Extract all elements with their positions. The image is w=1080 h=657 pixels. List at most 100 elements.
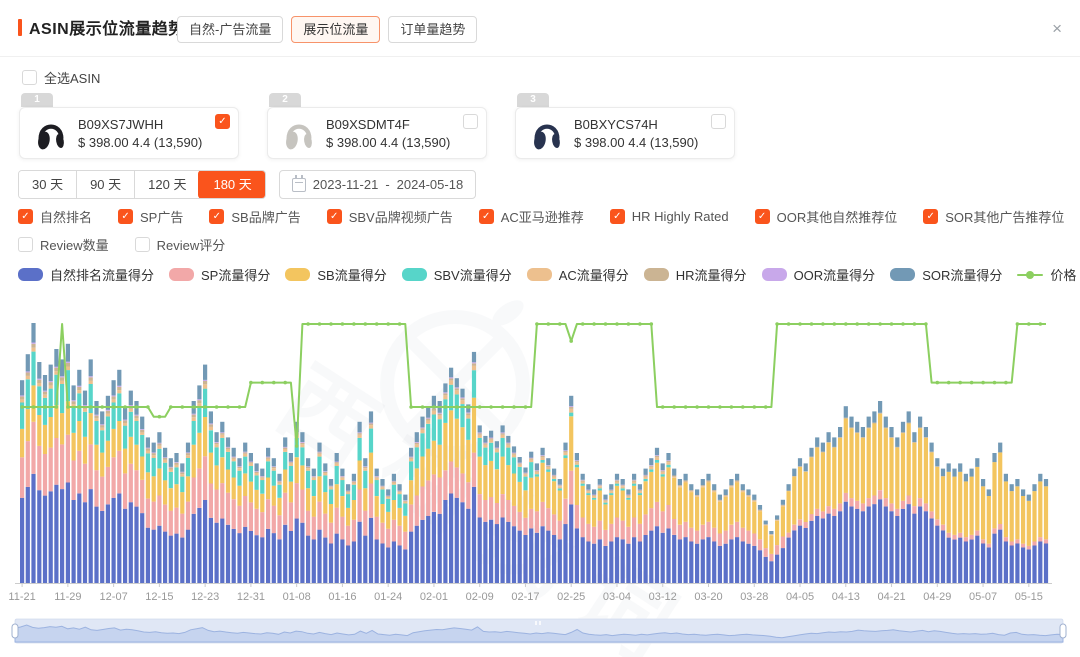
series-filter-checkboxes: 自然排名 SP广告 SB品牌广告 SBV品牌视频广告 AC亚马逊推荐 HR Highly … — [18, 207, 1068, 263]
tab-展示位流量[interactable]: 展示位流量 — [291, 16, 381, 43]
checkbox-icon[interactable] — [18, 237, 33, 252]
series-color-swatch — [643, 268, 669, 281]
tab-自然-广告流量[interactable]: 自然-广告流量 — [177, 16, 284, 43]
stacked-bar-chart: 11-21 11-29 12-07 12-15 12-23 12-31 01-08 01-16… — [8, 300, 1052, 603]
svg-text:03-28: 03-28 — [740, 591, 768, 603]
asin-checkbox[interactable] — [463, 114, 478, 129]
asin-price-rating: $ 398.00 4.4 (13,590) — [78, 134, 203, 150]
svg-text:04-29: 04-29 — [923, 591, 951, 603]
series-color-swatch — [890, 268, 916, 281]
brush-handle-right[interactable] — [1059, 623, 1067, 639]
svg-text:11-29: 11-29 — [54, 591, 81, 603]
svg-text:12-07: 12-07 — [100, 591, 128, 603]
legend-item-HR流量得分[interactable]: HR流量得分 — [643, 265, 747, 284]
tab-订单量趋势[interactable]: 订单量趋势 — [388, 16, 478, 43]
legend-label: OOR流量得分 — [793, 268, 876, 283]
svg-text:03-12: 03-12 — [649, 591, 677, 603]
svg-text:12-23: 12-23 — [191, 591, 219, 603]
filter-checkbox-AC亚马逊推荐[interactable]: AC亚马逊推荐 — [478, 207, 584, 226]
brush-handle-left[interactable] — [11, 623, 19, 639]
filter-checkbox-自然排名[interactable]: 自然排名 — [18, 207, 92, 226]
series-color-swatch — [761, 268, 787, 281]
asin-card-slot: 2 B09XSDMT4F $ 398.00 4.4 (13,590) — [267, 93, 487, 159]
filter-checkbox-Review评分[interactable]: Review评分 — [134, 235, 225, 254]
filter-checkbox-Review数量[interactable]: Review数量 — [18, 235, 109, 254]
select-all-asin[interactable]: 全选ASIN — [22, 68, 100, 87]
asin-card-2[interactable]: B09XSDMT4F $ 398.00 4.4 (13,590) — [267, 107, 487, 159]
filter-label: HR Highly Rated — [631, 209, 729, 224]
legend-item-自然排名流量得分[interactable]: 自然排名流量得分 — [18, 265, 154, 284]
checkbox-icon[interactable] — [209, 209, 225, 224]
legend-label: 价格 — [1050, 268, 1077, 283]
svg-text:02-09: 02-09 — [466, 591, 494, 603]
price-line-swatch — [1017, 268, 1044, 281]
traffic-trend-chart: 11-21 11-29 12-07 12-15 12-23 12-31 01-08 01-16… — [0, 295, 1080, 611]
asin-checkbox[interactable] — [215, 114, 230, 129]
filter-label: SBV品牌视频广告 — [348, 210, 453, 225]
headphones-image — [286, 124, 312, 150]
checkbox-icon[interactable] — [134, 237, 150, 252]
filter-checkbox-SB品牌广告[interactable]: SB品牌广告 — [209, 207, 301, 226]
legend-item-AC流量得分[interactable]: AC流量得分 — [526, 265, 629, 284]
svg-text:01-24: 01-24 — [374, 591, 402, 603]
asin-card-slot: 3 B0BXYCS74H $ 398.00 4.4 (13,590) — [515, 93, 735, 159]
checkbox-icon[interactable] — [478, 209, 494, 224]
svg-text:11-21: 11-21 — [8, 591, 35, 603]
svg-text:03-20: 03-20 — [694, 591, 722, 603]
chart-legend: 自然排名流量得分 SP流量得分 SB流量得分 SBV流量得分 AC流量得分 HR流量得分 O… — [18, 265, 1076, 284]
checkbox-icon[interactable] — [326, 209, 342, 224]
legend-item-SB流量得分[interactable]: SB流量得分 — [285, 265, 387, 284]
calendar-icon — [291, 175, 306, 192]
filter-label: 自然排名 — [40, 210, 93, 225]
range-button-120天[interactable]: 120 天 — [134, 171, 200, 198]
svg-text:05-15: 05-15 — [1015, 591, 1043, 603]
checkbox-icon[interactable] — [18, 209, 33, 224]
asin-checkbox[interactable] — [711, 114, 726, 129]
legend-item-SP流量得分[interactable]: SP流量得分 — [169, 265, 270, 284]
svg-text:04-05: 04-05 — [786, 591, 814, 603]
asin-price-rating: $ 398.00 4.4 (13,590) — [326, 134, 451, 150]
legend-label: HR流量得分 — [675, 268, 747, 283]
checkbox-icon[interactable] — [609, 209, 625, 224]
headphones-image — [38, 124, 64, 150]
select-all-label: 全选ASIN — [44, 71, 101, 86]
close-icon[interactable]: × — [1052, 19, 1062, 38]
filter-label: AC亚马逊推荐 — [500, 210, 584, 225]
asin-card-3[interactable]: B0BXYCS74H $ 398.00 4.4 (13,590) — [515, 107, 735, 159]
modal-header: ASIN展示位流量趋势 自然-广告流量 展示位流量 订单量趋势 × — [0, 0, 1080, 57]
range-button-180天[interactable]: 180 天 — [198, 171, 265, 198]
datazoom-brush[interactable] — [0, 616, 1080, 648]
legend-label: SB流量得分 — [317, 268, 387, 283]
date-range-picker[interactable]: 2023-11-21 - 2024-05-18 — [278, 170, 477, 199]
time-range-row: 30 天 90 天 120 天 180 天 2023-11-21 - 2024-05-… — [18, 170, 477, 199]
svg-text:01-16: 01-16 — [328, 591, 356, 603]
checkbox-icon[interactable] — [923, 209, 939, 224]
filter-checkbox-HR Highly Rated[interactable]: HR Highly Rated — [609, 207, 729, 226]
legend-item-OOR流量得分[interactable]: OOR流量得分 — [761, 265, 876, 284]
legend-label: SBV流量得分 — [433, 268, 512, 283]
legend-item-价格[interactable]: 价格 — [1017, 265, 1076, 284]
legend-label: AC流量得分 — [558, 268, 629, 283]
filter-checkbox-SOR其他广告推荐位[interactable]: SOR其他广告推荐位 — [923, 207, 1064, 226]
svg-text:04-13: 04-13 — [832, 591, 860, 603]
asin-card-1[interactable]: B09XS7JWHH $ 398.00 4.4 (13,590) — [19, 107, 239, 159]
svg-text:02-25: 02-25 — [557, 591, 585, 603]
asin-code: B09XS7JWHH — [78, 116, 164, 132]
view-tabs: 自然-广告流量 展示位流量 订单量趋势 — [177, 16, 478, 43]
legend-label: SOR流量得分 — [922, 268, 1003, 283]
asin-code: B0BXYCS74H — [574, 116, 658, 132]
checkbox-icon[interactable] — [118, 209, 134, 224]
checkbox-icon[interactable] — [754, 209, 770, 224]
legend-item-SBV流量得分[interactable]: SBV流量得分 — [401, 265, 512, 284]
select-all-checkbox[interactable] — [22, 70, 37, 85]
filter-checkbox-OOR其他自然推荐位[interactable]: OOR其他自然推荐位 — [754, 207, 897, 226]
filter-checkbox-SBV品牌视频广告[interactable]: SBV品牌视频广告 — [326, 207, 453, 226]
svg-text:04-21: 04-21 — [877, 591, 905, 603]
filter-label: Review数量 — [40, 238, 109, 253]
range-button-90天[interactable]: 90 天 — [76, 171, 135, 198]
range-button-30天[interactable]: 30 天 — [19, 171, 77, 198]
filter-checkbox-SP广告[interactable]: SP广告 — [118, 207, 183, 226]
datazoom-minimap[interactable] — [0, 616, 1080, 648]
legend-item-SOR流量得分[interactable]: SOR流量得分 — [890, 265, 1002, 284]
series-color-swatch — [285, 268, 311, 281]
